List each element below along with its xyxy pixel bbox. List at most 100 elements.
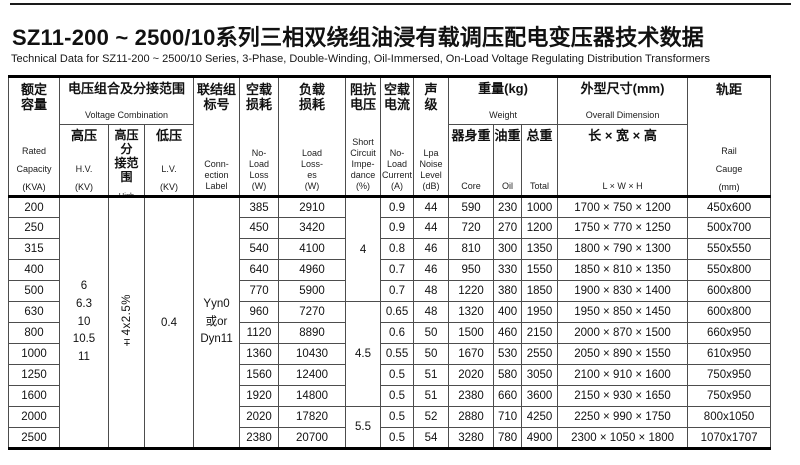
- cell-noise: 52: [413, 406, 450, 428]
- cell-rail: 750x950: [687, 364, 772, 386]
- table-row: 250 450 3420 0.9 44 720 270 1200 1750 × …: [8, 217, 772, 239]
- cell-core: 950: [448, 259, 495, 281]
- header-zh: 总重: [526, 128, 553, 143]
- cell-oil: 460: [493, 322, 523, 344]
- cell-total: 2550: [521, 343, 559, 365]
- cell-rail: 1070x1707: [687, 427, 772, 449]
- cell-oil: 380: [493, 280, 523, 302]
- cell-core: 1220: [448, 280, 495, 302]
- cell-load-loss: 3420: [278, 217, 347, 239]
- col-header-hv: 高压 H.V. (KV): [59, 124, 109, 198]
- cell-kva: 400: [8, 259, 60, 281]
- cell-noise: 46: [413, 238, 450, 260]
- cell-noise: 48: [413, 301, 450, 323]
- cell-kva: 630: [8, 301, 60, 323]
- cell-load-loss: 7270: [278, 301, 347, 323]
- cell-core: 3280: [448, 427, 495, 449]
- page-title: SZ11-200 ~ 2500/10系列三相双绕组油浸有载调压配电变压器技术数据: [12, 25, 704, 50]
- cell-total: 1850: [521, 280, 559, 302]
- header-en: No- Load Current (A): [382, 148, 413, 192]
- table-row: 2000 2020 17820 5.5 0.5 52 2880 710 4250…: [8, 406, 772, 449]
- header-en: Rated Capacity: [16, 146, 52, 174]
- header-en: L.V.: [161, 164, 177, 174]
- cell-no-load-current: 0.7: [380, 280, 415, 302]
- cell-no-load-loss: 385: [239, 196, 280, 218]
- cell-core: 2880: [448, 406, 495, 428]
- cell-noise: 48: [413, 280, 450, 302]
- cell-no-load-current: 0.65: [380, 301, 415, 323]
- cell-dimension: 2250 × 990 × 1750: [557, 406, 689, 428]
- cell-dimension: 1800 × 790 × 1300: [557, 238, 689, 260]
- table-header: 额定 容量 Rated Capacity (KVA) 电压组合及分接范围 Vol…: [8, 76, 772, 198]
- cell-total: 4250: [521, 406, 559, 428]
- cell-kva: 2500: [8, 427, 60, 449]
- cell-hv-values: 6 6.3 10 10.5 11: [59, 196, 109, 449]
- cell-kva: 200: [8, 196, 60, 218]
- cell-oil: 710: [493, 406, 523, 428]
- header-en: L × W × H: [602, 181, 643, 192]
- cell-rail: 660x950: [687, 322, 772, 344]
- cell-total: 3600: [521, 385, 559, 407]
- cell-rail: 550x800: [687, 259, 772, 281]
- cell-tap-range: ±4x2.5%: [108, 196, 145, 449]
- header-zh: 负载 损耗: [299, 82, 326, 113]
- header-zh: 联结组 标号: [197, 82, 237, 113]
- header-zh: 器身重: [451, 128, 491, 143]
- cell-no-load-loss: 450: [239, 217, 280, 239]
- header-en: Core: [461, 181, 481, 192]
- col-header-oil-weight: 油重 Oil: [493, 124, 523, 198]
- col-header-load-loss: 负载 损耗 Load Loss- es (W): [278, 76, 347, 198]
- cell-rail: 600x800: [687, 301, 772, 323]
- cell-dimension: 2150 × 930 × 1650: [557, 385, 689, 407]
- cell-oil: 780: [493, 427, 523, 449]
- cell-impedance-group: 5.5: [345, 406, 382, 449]
- cell-oil: 270: [493, 217, 523, 239]
- cell-oil: 300: [493, 238, 523, 260]
- cell-rail: 750x950: [687, 385, 772, 407]
- col-header-no-load-current: 空载 电流 No- Load Current (A): [380, 76, 415, 198]
- cell-load-loss: 12400: [278, 364, 347, 386]
- cell-noise: 46: [413, 259, 450, 281]
- cell-noise: 50: [413, 322, 450, 344]
- cell-impedance-group: 4: [345, 196, 382, 302]
- cell-core: 1320: [448, 301, 495, 323]
- cell-dimension: 1700 × 750 × 1200: [557, 196, 689, 218]
- cell-no-load-loss: 2020: [239, 406, 280, 428]
- header-zh: 外型尺寸(mm): [580, 81, 665, 96]
- cell-no-load-loss: 1120: [239, 322, 280, 344]
- cell-no-load-loss: 770: [239, 280, 280, 302]
- col-header-no-load-loss: 空载 损耗 No- Load Loss (W): [239, 76, 280, 198]
- cell-total: 1000: [521, 196, 559, 218]
- header-zh: 空载 损耗: [246, 82, 273, 113]
- header-zh: 油重: [494, 128, 521, 143]
- cell-no-load-current: 0.5: [380, 385, 415, 407]
- header-zh: 高压分 接范围: [114, 128, 139, 185]
- cell-load-loss: 14800: [278, 385, 347, 407]
- table-body: 200 6 6.3 10 10.5 11 ±4x2.5% 0.4 Yyn0 或o…: [8, 196, 772, 449]
- header-en: Load Loss- es (W): [301, 148, 324, 192]
- cell-kva: 1600: [8, 385, 60, 407]
- cell-total: 3050: [521, 364, 559, 386]
- header-unit: (KV): [160, 182, 179, 192]
- table-row: 400 640 4960 0.7 46 950 330 1550 1850 × …: [8, 259, 772, 281]
- header-zh: 低压: [156, 128, 183, 143]
- cell-oil: 330: [493, 259, 523, 281]
- header-en: High Voltage Tap Range: [118, 190, 135, 197]
- cell-kva: 500: [8, 280, 60, 302]
- cell-no-load-current: 0.5: [380, 406, 415, 428]
- cell-dimension: 2050 × 890 × 1550: [557, 343, 689, 365]
- cell-rail: 450x600: [687, 196, 772, 218]
- cell-no-load-loss: 960: [239, 301, 280, 323]
- col-header-total-weight: 总重 Total: [521, 124, 559, 198]
- col-header-rated-capacity: 额定 容量 Rated Capacity (KVA): [8, 76, 60, 198]
- col-header-impedance: 阻抗 电压 Short Circuit Impe- dance (%): [345, 76, 382, 198]
- cell-oil: 660: [493, 385, 523, 407]
- cell-dimension: 1750 × 770 × 1250: [557, 217, 689, 239]
- header-zh: 轨距: [716, 82, 743, 97]
- cell-impedance-group: 4.5: [345, 301, 382, 407]
- top-rule: [10, 3, 791, 5]
- cell-kva: 250: [8, 217, 60, 239]
- cell-total: 1950: [521, 301, 559, 323]
- cell-total: 1550: [521, 259, 559, 281]
- cell-noise: 50: [413, 343, 450, 365]
